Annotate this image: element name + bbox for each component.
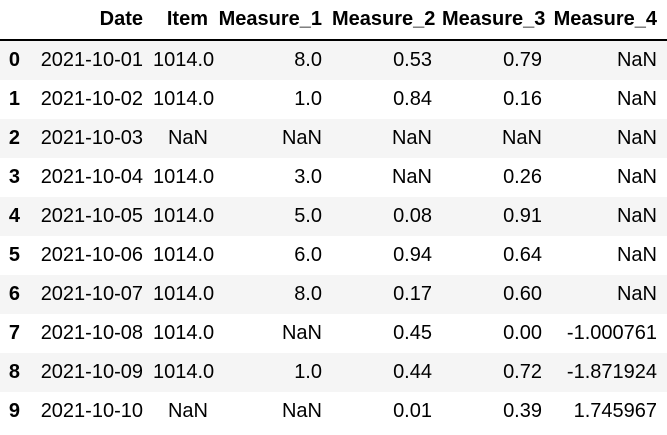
row-index: 0	[8, 49, 20, 71]
cell: 0.45	[393, 322, 432, 344]
column-header-item: Item	[153, 0, 218, 41]
cell: 0.16	[503, 88, 542, 110]
table-body: 0 2021-10-01 1014.0 8.0 0.53 0.79 NaN 1 2021-10-…	[0, 40, 667, 431]
row-index: 5	[8, 244, 20, 266]
row-index: 7	[8, 322, 20, 344]
cell: 0.84	[393, 88, 432, 110]
cell: NaN	[281, 322, 322, 344]
cell: NaN	[616, 166, 657, 188]
cell: 0.00	[503, 322, 542, 344]
row-index: 2	[8, 127, 20, 149]
cell: 1014.0	[153, 205, 215, 227]
row-index: 6	[8, 283, 20, 305]
cell: NaN	[616, 127, 657, 149]
cell: 8.0	[294, 283, 322, 305]
cell: NaN	[391, 127, 432, 149]
cell: 0.94	[393, 244, 432, 266]
cell: -1.871924	[566, 361, 657, 383]
table-row: 2 2021-10-03 NaN NaN NaN NaN NaN	[0, 119, 667, 158]
header-row: Date Item Measure_1 Measure_2 Measure_3 …	[0, 0, 667, 41]
cell: 1014.0	[153, 361, 215, 383]
cell: NaN	[167, 127, 208, 149]
cell: 1.745967	[573, 400, 657, 422]
cell: NaN	[616, 49, 657, 71]
table-header: Date Item Measure_1 Measure_2 Measure_3 …	[0, 0, 667, 41]
cell: 0.79	[503, 49, 542, 71]
cell: 1014.0	[153, 283, 215, 305]
table-row: 7 2021-10-08 1014.0 NaN 0.45 0.00 -1.000761	[0, 314, 667, 353]
cell: 2021-10-02	[40, 88, 143, 110]
cell: 0.17	[393, 283, 432, 305]
row-index: 3	[8, 166, 20, 188]
cell: NaN	[167, 400, 208, 422]
cell: 1014.0	[153, 88, 215, 110]
cell: 0.26	[503, 166, 542, 188]
cell: 1.0	[294, 88, 322, 110]
column-header-measure-1: Measure_1	[218, 0, 332, 41]
table-row: 3 2021-10-04 1014.0 3.0 NaN 0.26 NaN	[0, 158, 667, 197]
cell: NaN	[616, 244, 657, 266]
cell: 0.39	[503, 400, 542, 422]
table-row: 1 2021-10-02 1014.0 1.0 0.84 0.16 NaN	[0, 80, 667, 119]
cell: 2021-10-01	[40, 49, 143, 71]
cell: 0.44	[393, 361, 432, 383]
column-header-measure-4: Measure_4	[552, 0, 667, 41]
cell: NaN	[616, 88, 657, 110]
table-row: 9 2021-10-10 NaN NaN 0.01 0.39 1.745967	[0, 392, 667, 431]
cell: NaN	[616, 283, 657, 305]
table-row: 5 2021-10-06 1014.0 6.0 0.94 0.64 NaN	[0, 236, 667, 275]
corner-cell	[0, 0, 30, 41]
cell: 1014.0	[153, 49, 215, 71]
cell: 0.53	[393, 49, 432, 71]
cell: 0.01	[393, 400, 432, 422]
cell: 0.64	[503, 244, 542, 266]
cell: NaN	[616, 205, 657, 227]
cell: 2021-10-06	[40, 244, 143, 266]
cell: 2021-10-10	[40, 400, 143, 422]
row-index: 4	[8, 205, 20, 227]
cell: 1.0	[294, 361, 322, 383]
cell: 3.0	[294, 166, 322, 188]
cell: 6.0	[294, 244, 322, 266]
cell: 0.08	[393, 205, 432, 227]
row-index: 1	[8, 88, 20, 110]
cell: NaN	[391, 166, 432, 188]
cell: 0.91	[503, 205, 542, 227]
column-header-measure-2: Measure_2	[332, 0, 442, 41]
cell: 8.0	[294, 49, 322, 71]
cell: 2021-10-08	[40, 322, 143, 344]
row-index: 8	[8, 361, 20, 383]
cell: 1014.0	[153, 244, 215, 266]
cell: 1014.0	[153, 322, 215, 344]
cell: -1.000761	[566, 322, 657, 344]
cell: 2021-10-07	[40, 283, 143, 305]
cell: 0.72	[503, 361, 542, 383]
column-header-measure-3: Measure_3	[442, 0, 552, 41]
column-header-date: Date	[30, 0, 153, 41]
cell: 1014.0	[153, 166, 215, 188]
cell: 2021-10-03	[40, 127, 143, 149]
cell: NaN	[281, 400, 322, 422]
row-index: 9	[8, 400, 20, 422]
table-row: 0 2021-10-01 1014.0 8.0 0.53 0.79 NaN	[0, 40, 667, 80]
cell: 5.0	[294, 205, 322, 227]
table-row: 4 2021-10-05 1014.0 5.0 0.08 0.91 NaN	[0, 197, 667, 236]
cell: NaN	[281, 127, 322, 149]
table-row: 6 2021-10-07 1014.0 8.0 0.17 0.60 NaN	[0, 275, 667, 314]
cell: 2021-10-09	[40, 361, 143, 383]
cell: NaN	[501, 127, 542, 149]
cell: 0.60	[503, 283, 542, 305]
table-row: 8 2021-10-09 1014.0 1.0 0.44 0.72 -1.871924	[0, 353, 667, 392]
cell: 2021-10-05	[40, 205, 143, 227]
cell: 2021-10-04	[40, 166, 143, 188]
